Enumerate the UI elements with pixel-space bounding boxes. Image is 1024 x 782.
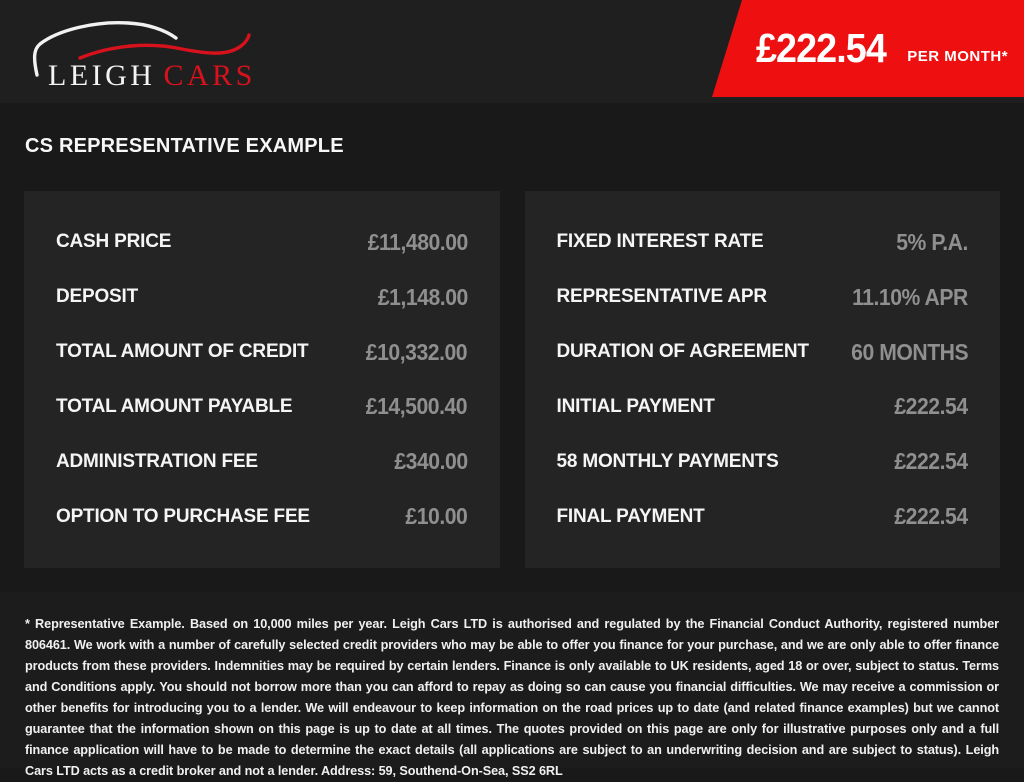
row-value: 60 MONTHS	[851, 338, 968, 365]
row-value: £222.54	[894, 448, 969, 475]
monthly-price-amount: £222.54	[756, 25, 887, 71]
finance-panel-right: FIXED INTEREST RATE 5% P.A. REPRESENTATI…	[524, 191, 1000, 568]
row-value: £14,500.40	[366, 393, 468, 420]
row-label: DURATION OF AGREEMENT	[556, 341, 809, 363]
row-duration-of-agreement: DURATION OF AGREEMENT 60 MONTHS	[557, 325, 969, 380]
row-label: TOTAL AMOUNT PAYABLE	[56, 395, 293, 417]
row-option-to-purchase-fee: OPTION TO PURCHASE FEE £10.00	[56, 489, 468, 544]
row-58-monthly-payments: 58 MONTHLY PAYMENTS £222.54	[557, 434, 969, 489]
disclaimer-text: * Representative Example. Based on 10,00…	[25, 617, 999, 778]
row-value: 5% P.A.	[896, 228, 968, 255]
row-representative-apr: REPRESENTATIVE APR 11.10% APR	[557, 270, 969, 325]
row-value: £10.00	[405, 503, 468, 530]
page-title: CS REPRESENTATIVE EXAMPLE	[25, 135, 344, 157]
row-label: REPRESENTATIVE APR	[556, 286, 768, 308]
row-administration-fee: ADMINISTRATION FEE £340.00	[56, 434, 468, 489]
row-value: 11.10% APR	[852, 283, 968, 310]
row-label: FINAL PAYMENT	[556, 505, 705, 527]
footer: * Representative Example. Based on 10,00…	[0, 592, 1024, 778]
logo-word-leigh: LEIGH	[48, 59, 155, 92]
row-total-amount-payable: TOTAL AMOUNT PAYABLE £14,500.40	[56, 379, 468, 434]
row-label: CASH PRICE	[56, 231, 172, 253]
logo-word-cars: CARS	[163, 59, 255, 92]
row-value: £1,148.00	[377, 283, 468, 310]
row-label: 58 MONTHLY PAYMENTS	[556, 450, 779, 472]
row-value: £10,332.00	[366, 338, 468, 365]
monthly-price-banner: £222.54 PER MONTH*	[712, 0, 1024, 97]
finance-panel-left: CASH PRICE £11,480.00 DEPOSIT £1,148.00 …	[24, 191, 500, 568]
row-deposit: DEPOSIT £1,148.00	[56, 270, 468, 325]
car-swoosh-logo-icon: LEIGH CARS	[32, 21, 256, 92]
monthly-price-period: PER MONTH*	[907, 48, 1009, 65]
row-label: DEPOSIT	[56, 286, 139, 308]
row-value: £222.54	[894, 503, 969, 530]
row-final-payment: FINAL PAYMENT £222.54	[557, 489, 969, 544]
row-value: £340.00	[394, 448, 468, 475]
row-label: ADMINISTRATION FEE	[56, 450, 258, 472]
row-label: TOTAL AMOUNT OF CREDIT	[56, 341, 309, 363]
finance-panels: CASH PRICE £11,480.00 DEPOSIT £1,148.00 …	[24, 191, 1000, 568]
row-total-amount-of-credit: TOTAL AMOUNT OF CREDIT £10,332.00	[56, 325, 468, 380]
leigh-cars-logo[interactable]: LEIGH CARS	[20, 13, 260, 93]
header-bar: LEIGH CARS £222.54 PER MONTH*	[0, 0, 1024, 103]
row-label: OPTION TO PURCHASE FEE	[56, 505, 310, 527]
row-label: INITIAL PAYMENT	[556, 395, 715, 417]
row-value: £11,480.00	[367, 228, 468, 255]
row-cash-price: CASH PRICE £11,480.00	[56, 215, 468, 270]
row-value: £222.54	[894, 393, 969, 420]
row-fixed-interest-rate: FIXED INTEREST RATE 5% P.A.	[557, 215, 969, 270]
row-initial-payment: INITIAL PAYMENT £222.54	[557, 379, 969, 434]
row-label: FIXED INTEREST RATE	[556, 231, 764, 253]
